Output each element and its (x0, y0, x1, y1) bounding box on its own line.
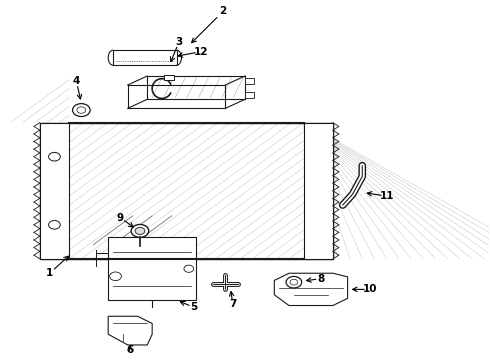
Text: 4: 4 (73, 76, 80, 86)
Circle shape (131, 225, 149, 237)
Text: 5: 5 (190, 302, 197, 312)
Bar (113, 50, 176, 65)
Text: 6: 6 (126, 345, 134, 355)
Text: 11: 11 (379, 191, 394, 201)
Text: 12: 12 (194, 46, 208, 57)
Bar (304, 123, 333, 259)
Circle shape (49, 152, 60, 161)
Circle shape (110, 272, 122, 280)
Circle shape (184, 265, 194, 273)
Text: 9: 9 (117, 213, 124, 222)
Polygon shape (274, 273, 347, 306)
Text: 2: 2 (220, 6, 227, 17)
Bar (40, 123, 333, 259)
Circle shape (286, 276, 302, 288)
Text: 3: 3 (175, 37, 183, 47)
Bar (108, 237, 196, 300)
Bar (40, 123, 69, 259)
Text: 8: 8 (317, 274, 324, 284)
Circle shape (135, 228, 145, 234)
Bar (245, 92, 254, 98)
Text: 10: 10 (362, 284, 377, 294)
Circle shape (49, 221, 60, 229)
Bar (164, 75, 174, 80)
Text: 7: 7 (229, 299, 237, 309)
Polygon shape (108, 316, 152, 345)
Circle shape (73, 104, 90, 117)
Text: 1: 1 (46, 268, 53, 278)
Bar (245, 78, 254, 84)
